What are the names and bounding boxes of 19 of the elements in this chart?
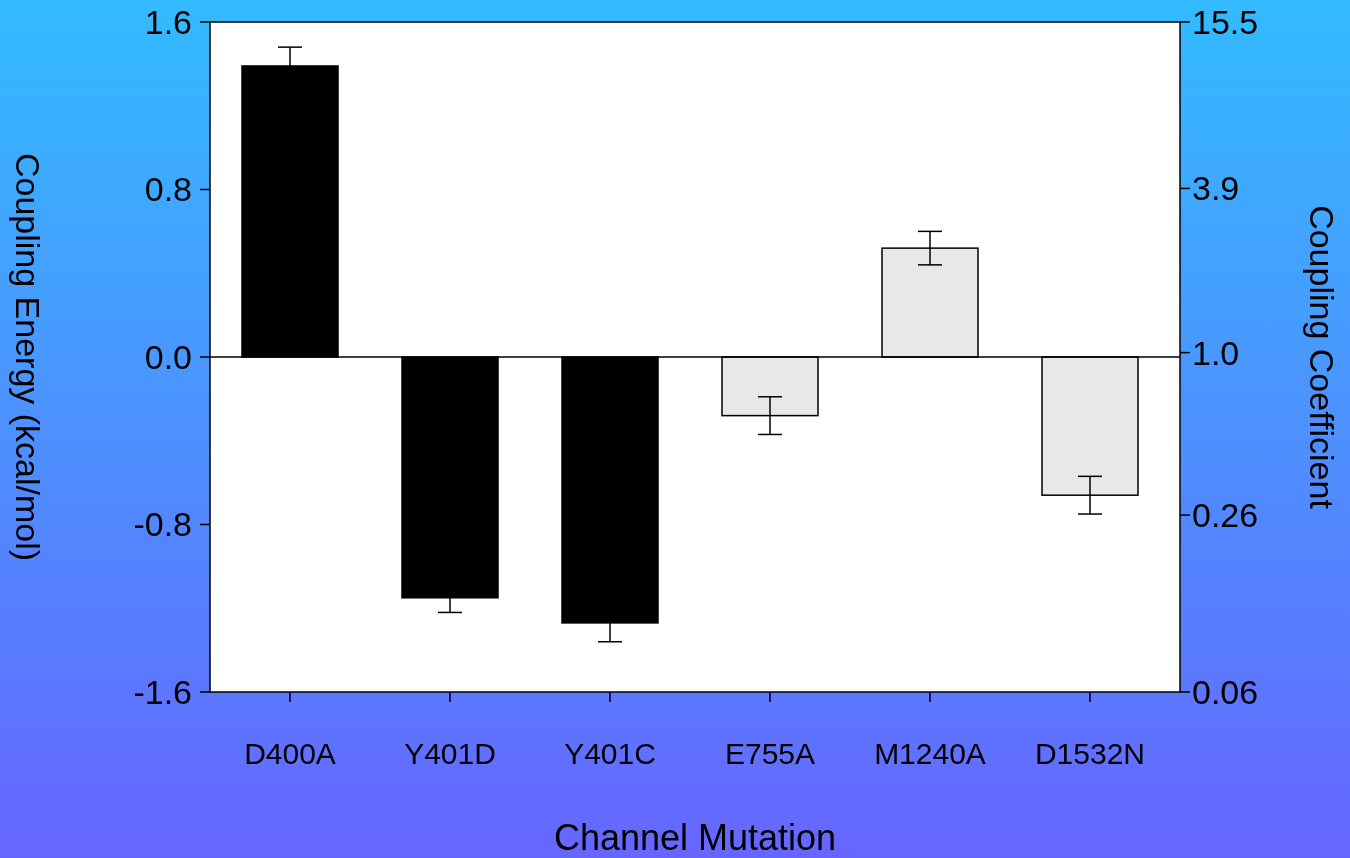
x-tick-label: D400A [244, 737, 336, 770]
y2-tick-label: 3.9 [1192, 169, 1240, 208]
y-tick-label: 0.0 [144, 337, 192, 376]
y2-axis-title: Coupling Coefficient [1303, 205, 1342, 510]
y2-tick-label: 1.0 [1192, 333, 1240, 372]
x-tick-label: E755A [724, 737, 816, 770]
x-tick-label: Y401D [404, 737, 496, 770]
y2-tick-label: 15.5 [1192, 2, 1259, 41]
y-tick-label: 1.6 [144, 2, 192, 41]
y-tick-label: -1.6 [133, 672, 192, 711]
y2-tick-label: 0.26 [1192, 496, 1259, 535]
x-tick-label: Y401C [564, 737, 656, 770]
y-tick-label: -0.8 [133, 505, 192, 544]
y-axis-title: Coupling Energy (kcal/mol) [9, 152, 48, 562]
y2-tick-label: 0.06 [1192, 672, 1259, 711]
x-tick-label: D1532N [1034, 737, 1146, 770]
x-tick-label: M1240A [874, 737, 986, 770]
x-axis-title: Channel Mutation [553, 817, 837, 858]
y-tick-label: 0.8 [144, 170, 192, 209]
